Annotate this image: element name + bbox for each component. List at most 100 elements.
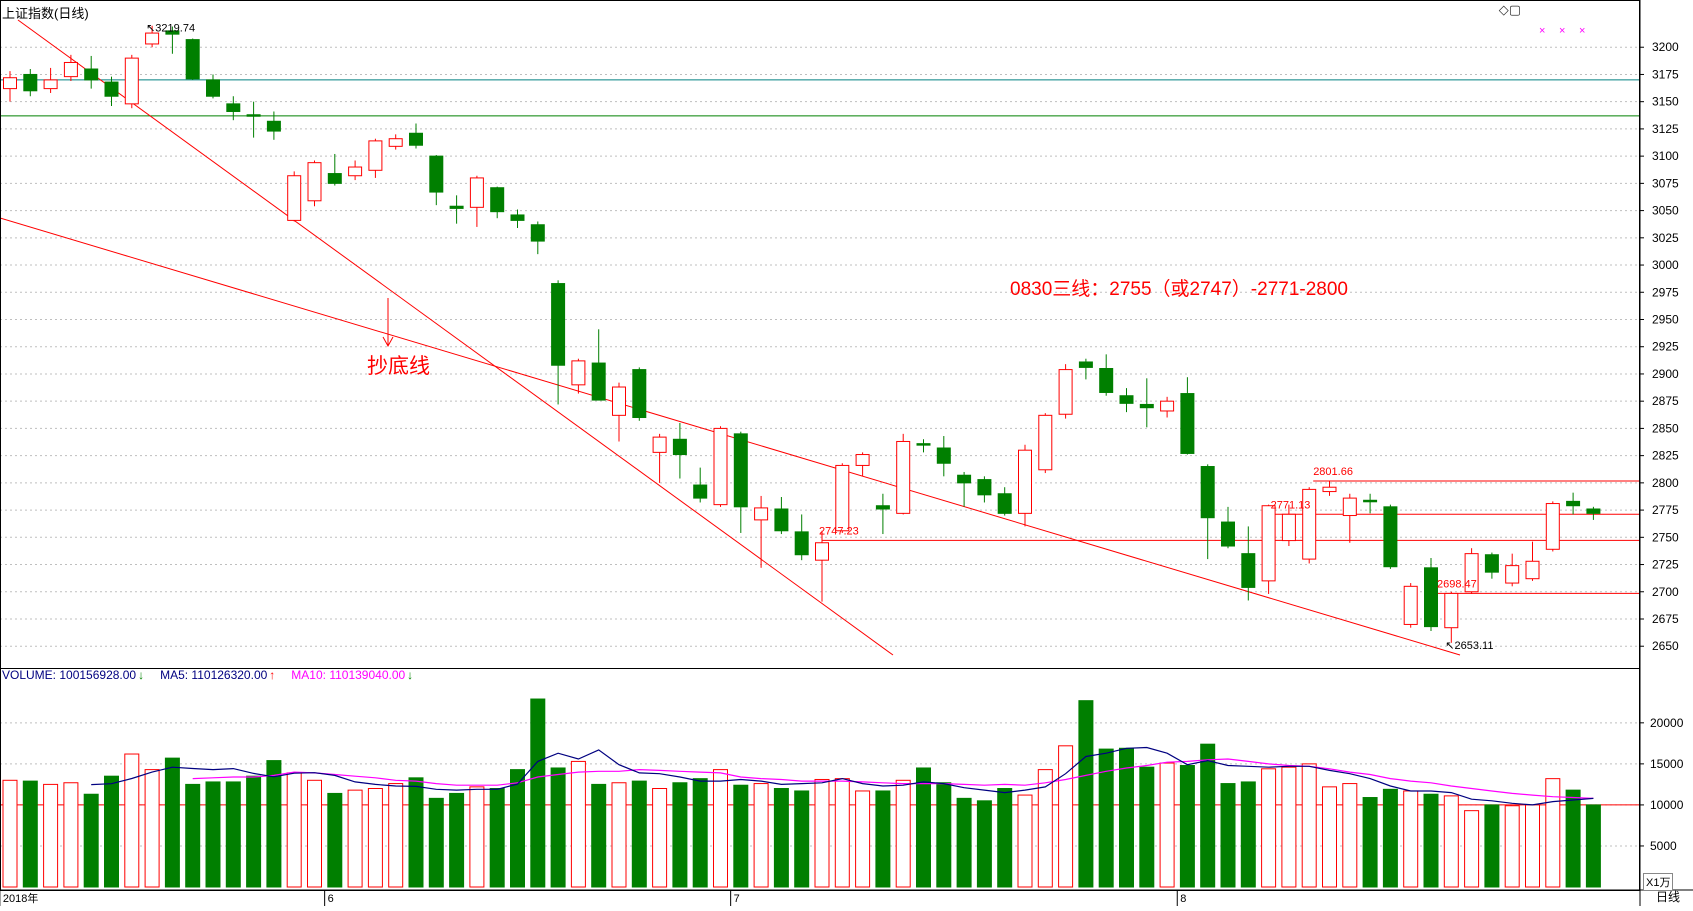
candle-up: [1160, 400, 1175, 412]
volume-bar-down: [246, 775, 262, 888]
volume-bar-up: [895, 779, 911, 888]
price-tick-label: 3200: [1652, 40, 1679, 54]
volume-bar-up: [1342, 783, 1358, 888]
ma5-line: [91, 746, 1594, 806]
volume-bar-down: [449, 792, 465, 888]
candle-down: [551, 283, 566, 366]
volume-bar-down: [1484, 804, 1500, 888]
candle-down: [977, 479, 992, 496]
volume-bar-down: [1585, 804, 1601, 888]
candle-down: [266, 120, 281, 132]
volume-bar-down: [997, 788, 1013, 888]
candle-down: [1200, 466, 1215, 519]
volume-down-arrow-icon: ↓: [138, 668, 145, 682]
candle-down: [1586, 508, 1601, 514]
volume-bar-down: [1098, 748, 1114, 888]
ma10-down-arrow-icon: ↓: [407, 668, 414, 682]
volume-bar-down: [1423, 793, 1439, 888]
price-tick-label: 3000: [1652, 258, 1679, 272]
volume-bar-down: [550, 767, 566, 888]
candle-down: [409, 132, 423, 146]
volume-bar-up: [611, 782, 627, 888]
volume-bar-up: [469, 786, 485, 888]
candle-down: [591, 362, 606, 401]
time-tick-label: 8: [1180, 893, 1186, 905]
volume-bar-down: [1382, 788, 1398, 888]
price-tick-label: 2775: [1652, 503, 1679, 517]
candle-up: [1018, 449, 1032, 514]
bottom-fishing-line-label: 抄底线: [367, 355, 430, 378]
candle-down: [672, 438, 687, 456]
price-tick-label: 2725: [1652, 558, 1679, 572]
volume-tick-label: 5000: [1650, 839, 1677, 853]
candle-down: [1363, 499, 1378, 503]
volume-bar-down: [1179, 765, 1195, 888]
candle-up: [145, 32, 160, 45]
candle-down: [1119, 395, 1134, 404]
volume-bar-up: [144, 769, 160, 888]
ma5-value-label: MA5: 110126320.00: [160, 668, 268, 682]
volume-bar-up: [347, 789, 363, 888]
volume-bar-down: [266, 760, 282, 888]
volume-value-label: VOLUME: 100156928.00: [2, 668, 137, 682]
volume-bar-up: [1464, 810, 1480, 888]
volume-bar-up: [834, 778, 850, 888]
candle-up: [713, 427, 728, 506]
candle-up: [388, 138, 403, 147]
volume-bar-down: [510, 769, 525, 888]
window-control-icons[interactable]: ◇▢: [1498, 2, 1521, 17]
volume-bar-up: [1443, 795, 1459, 888]
volume-bar-up: [63, 782, 79, 888]
volume-bar-up: [43, 783, 59, 888]
period-label[interactable]: 日线: [1656, 890, 1681, 904]
price-tick-label: 2650: [1652, 639, 1679, 653]
candle-down: [1180, 393, 1195, 454]
price-tick-label: 2950: [1652, 312, 1679, 326]
volume-bar-down: [408, 777, 424, 888]
volume-bar-up: [286, 772, 302, 888]
volume-bar-up: [855, 790, 871, 888]
volume-bar-down: [916, 767, 931, 888]
volume-bar-down: [1220, 783, 1236, 888]
volume-bar-down: [22, 780, 38, 888]
candle-down: [693, 484, 708, 499]
volume-bar-down: [1240, 781, 1256, 888]
candle-down: [510, 214, 525, 221]
plan-text-annotation: 0830三线：2755（或2747）-2771-2800: [1010, 278, 1348, 300]
candle-up: [1038, 414, 1053, 471]
volume-bar-up: [1525, 804, 1540, 888]
candle-up: [571, 360, 586, 386]
candle-up: [287, 175, 302, 221]
price-tick-label: 2800: [1652, 476, 1679, 490]
candle-down: [246, 114, 261, 117]
volume-bar-up: [1159, 762, 1175, 888]
time-tick-label: 6: [328, 893, 334, 905]
price-tick-label: 2675: [1652, 612, 1679, 626]
candle-up: [855, 454, 870, 466]
candle-down: [916, 443, 931, 446]
price-tick-label: 2825: [1652, 449, 1679, 463]
candle-down: [1383, 506, 1398, 568]
candle-up: [1342, 497, 1357, 517]
candle-down: [1139, 403, 1154, 409]
volume-bar-down: [164, 757, 180, 888]
down-arrow-head-icon: [382, 336, 394, 348]
chart-title: 上证指数(日线): [2, 6, 89, 21]
price-tick-label: 3150: [1652, 95, 1679, 109]
volume-tick-label: 15000: [1650, 757, 1684, 771]
volume-bar-up: [1301, 763, 1317, 888]
volume-bar-up: [570, 760, 586, 888]
candle-down: [104, 81, 119, 97]
candle-down: [1078, 361, 1093, 368]
candle-down: [1221, 521, 1235, 547]
candle-down: [1099, 368, 1114, 393]
volume-tick-label: 10000: [1650, 798, 1684, 812]
price-label-2698: 2698.47: [1437, 578, 1477, 590]
candle-down: [327, 173, 342, 184]
volume-bar-down: [1565, 789, 1581, 888]
volume-bar-down: [205, 781, 221, 888]
price-tick-label: 2875: [1652, 394, 1679, 408]
magenta-marker-icon: ×: [1559, 25, 1565, 37]
price-tick-label: 3075: [1652, 176, 1679, 190]
